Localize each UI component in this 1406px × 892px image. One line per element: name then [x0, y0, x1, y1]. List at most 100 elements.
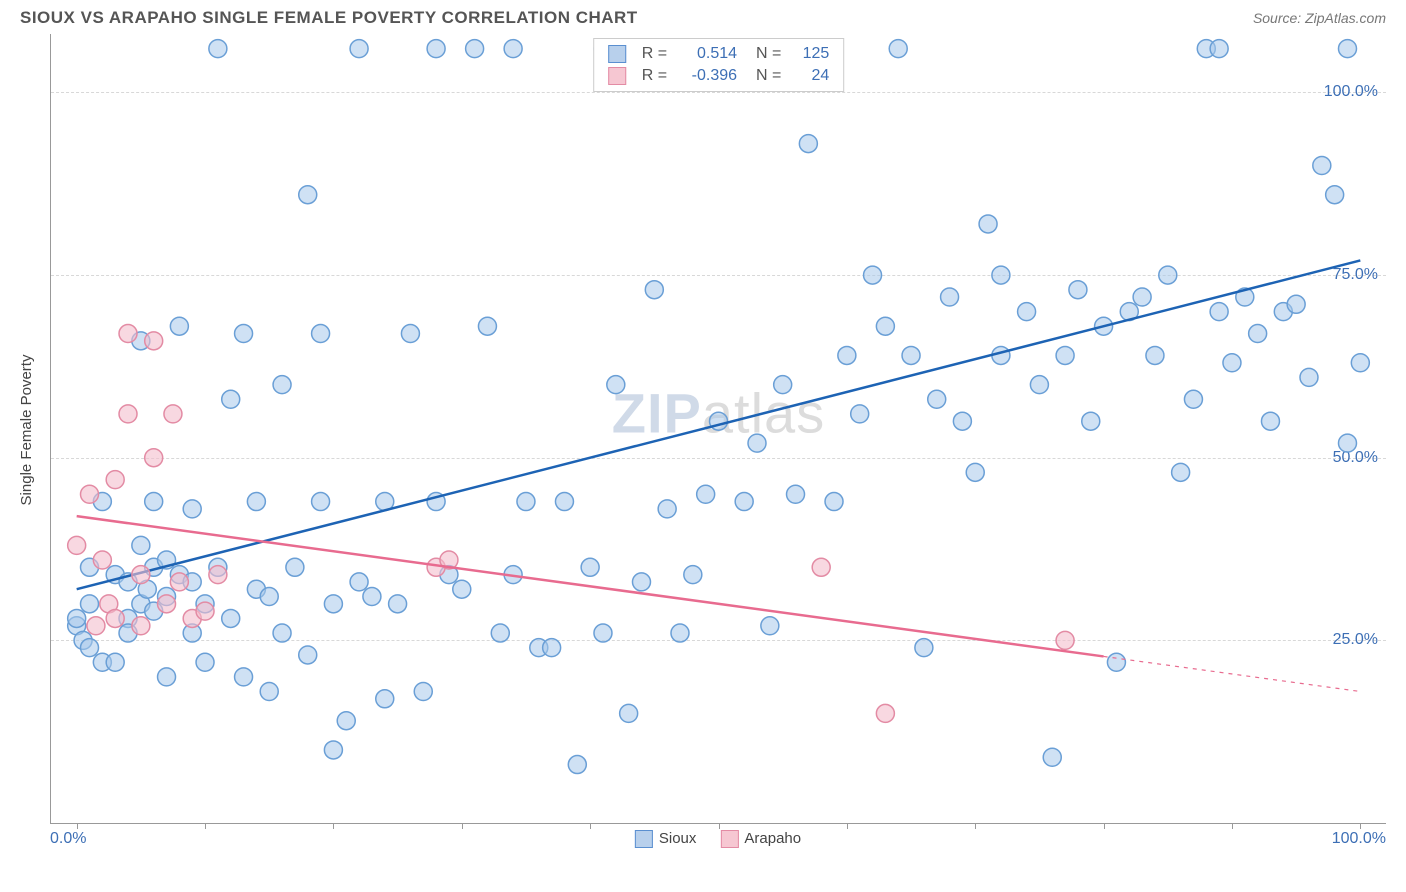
data-point: [196, 602, 214, 620]
data-point: [247, 493, 265, 511]
x-axis-min-label: 0.0%: [50, 830, 86, 848]
legend-swatch: [608, 67, 626, 85]
data-point: [286, 558, 304, 576]
data-point: [1159, 266, 1177, 284]
data-point: [170, 573, 188, 591]
data-point: [132, 536, 150, 554]
data-point: [183, 500, 201, 518]
x-tick: [590, 823, 591, 829]
data-point: [941, 288, 959, 306]
data-point: [735, 493, 753, 511]
data-point: [81, 485, 99, 503]
data-point: [81, 639, 99, 657]
data-point: [748, 434, 766, 452]
data-point: [312, 325, 330, 343]
data-point: [992, 266, 1010, 284]
data-point: [851, 405, 869, 423]
trend-line: [77, 260, 1361, 589]
data-point: [106, 471, 124, 489]
header: SIOUX VS ARAPAHO SINGLE FEMALE POVERTY C…: [0, 0, 1406, 34]
trend-line-dashed: [1104, 656, 1361, 691]
data-point: [235, 325, 253, 343]
legend-item: Arapaho: [720, 830, 801, 848]
n-value: 24: [791, 67, 829, 85]
data-point: [581, 558, 599, 576]
x-tick: [1360, 823, 1361, 829]
data-point: [1069, 281, 1087, 299]
data-point: [607, 376, 625, 394]
y-axis-title: Single Female Poverty: [18, 355, 35, 506]
data-point: [902, 346, 920, 364]
data-point: [1338, 434, 1356, 452]
data-point: [671, 624, 689, 642]
n-label: N =: [747, 67, 781, 85]
data-point: [1018, 303, 1036, 321]
data-point: [222, 609, 240, 627]
data-point: [1223, 354, 1241, 372]
data-point: [620, 704, 638, 722]
x-tick: [77, 823, 78, 829]
data-point: [774, 376, 792, 394]
data-point: [889, 40, 907, 58]
data-point: [299, 186, 317, 204]
data-point: [324, 595, 342, 613]
n-value: 125: [791, 45, 829, 63]
data-point: [992, 346, 1010, 364]
data-point: [158, 595, 176, 613]
data-point: [787, 485, 805, 503]
data-point: [697, 485, 715, 503]
trend-line: [77, 516, 1104, 656]
data-point: [273, 376, 291, 394]
data-point: [504, 40, 522, 58]
data-point: [81, 595, 99, 613]
data-point: [825, 493, 843, 511]
data-point: [568, 756, 586, 774]
data-point: [222, 390, 240, 408]
data-point: [132, 617, 150, 635]
r-label: R =: [642, 45, 667, 63]
data-point: [1107, 653, 1125, 671]
data-point: [209, 566, 227, 584]
data-point: [466, 40, 484, 58]
data-point: [543, 639, 561, 657]
data-point: [761, 617, 779, 635]
data-point: [799, 135, 817, 153]
data-point: [1351, 354, 1369, 372]
data-point: [491, 624, 509, 642]
source-attribution: Source: ZipAtlas.com: [1253, 10, 1386, 26]
data-point: [928, 390, 946, 408]
r-value: 0.514: [677, 45, 737, 63]
data-point: [684, 566, 702, 584]
data-point: [106, 653, 124, 671]
correlation-legend: R =0.514 N =125R =-0.396 N =24: [593, 38, 845, 92]
series-legend: SiouxArapaho: [635, 830, 801, 848]
legend-swatch: [635, 830, 653, 848]
data-point: [1146, 346, 1164, 364]
data-point: [1172, 463, 1190, 481]
x-tick: [975, 823, 976, 829]
data-point: [145, 493, 163, 511]
data-point: [87, 617, 105, 635]
data-point: [555, 493, 573, 511]
data-point: [1326, 186, 1344, 204]
data-point: [838, 346, 856, 364]
data-point: [260, 683, 278, 701]
data-point: [1043, 748, 1061, 766]
data-point: [132, 566, 150, 584]
data-point: [876, 317, 894, 335]
data-point: [876, 704, 894, 722]
data-point: [645, 281, 663, 299]
data-point: [350, 573, 368, 591]
chart-plot-area: ZIPatlas R =0.514 N =125R =-0.396 N =24 …: [50, 34, 1386, 824]
data-point: [273, 624, 291, 642]
legend-swatch: [608, 45, 626, 63]
data-point: [145, 332, 163, 350]
data-point: [594, 624, 612, 642]
data-point: [106, 609, 124, 627]
data-point: [1056, 631, 1074, 649]
x-tick: [462, 823, 463, 829]
x-tick: [847, 823, 848, 829]
data-point: [812, 558, 830, 576]
data-point: [158, 668, 176, 686]
data-point: [1287, 295, 1305, 313]
